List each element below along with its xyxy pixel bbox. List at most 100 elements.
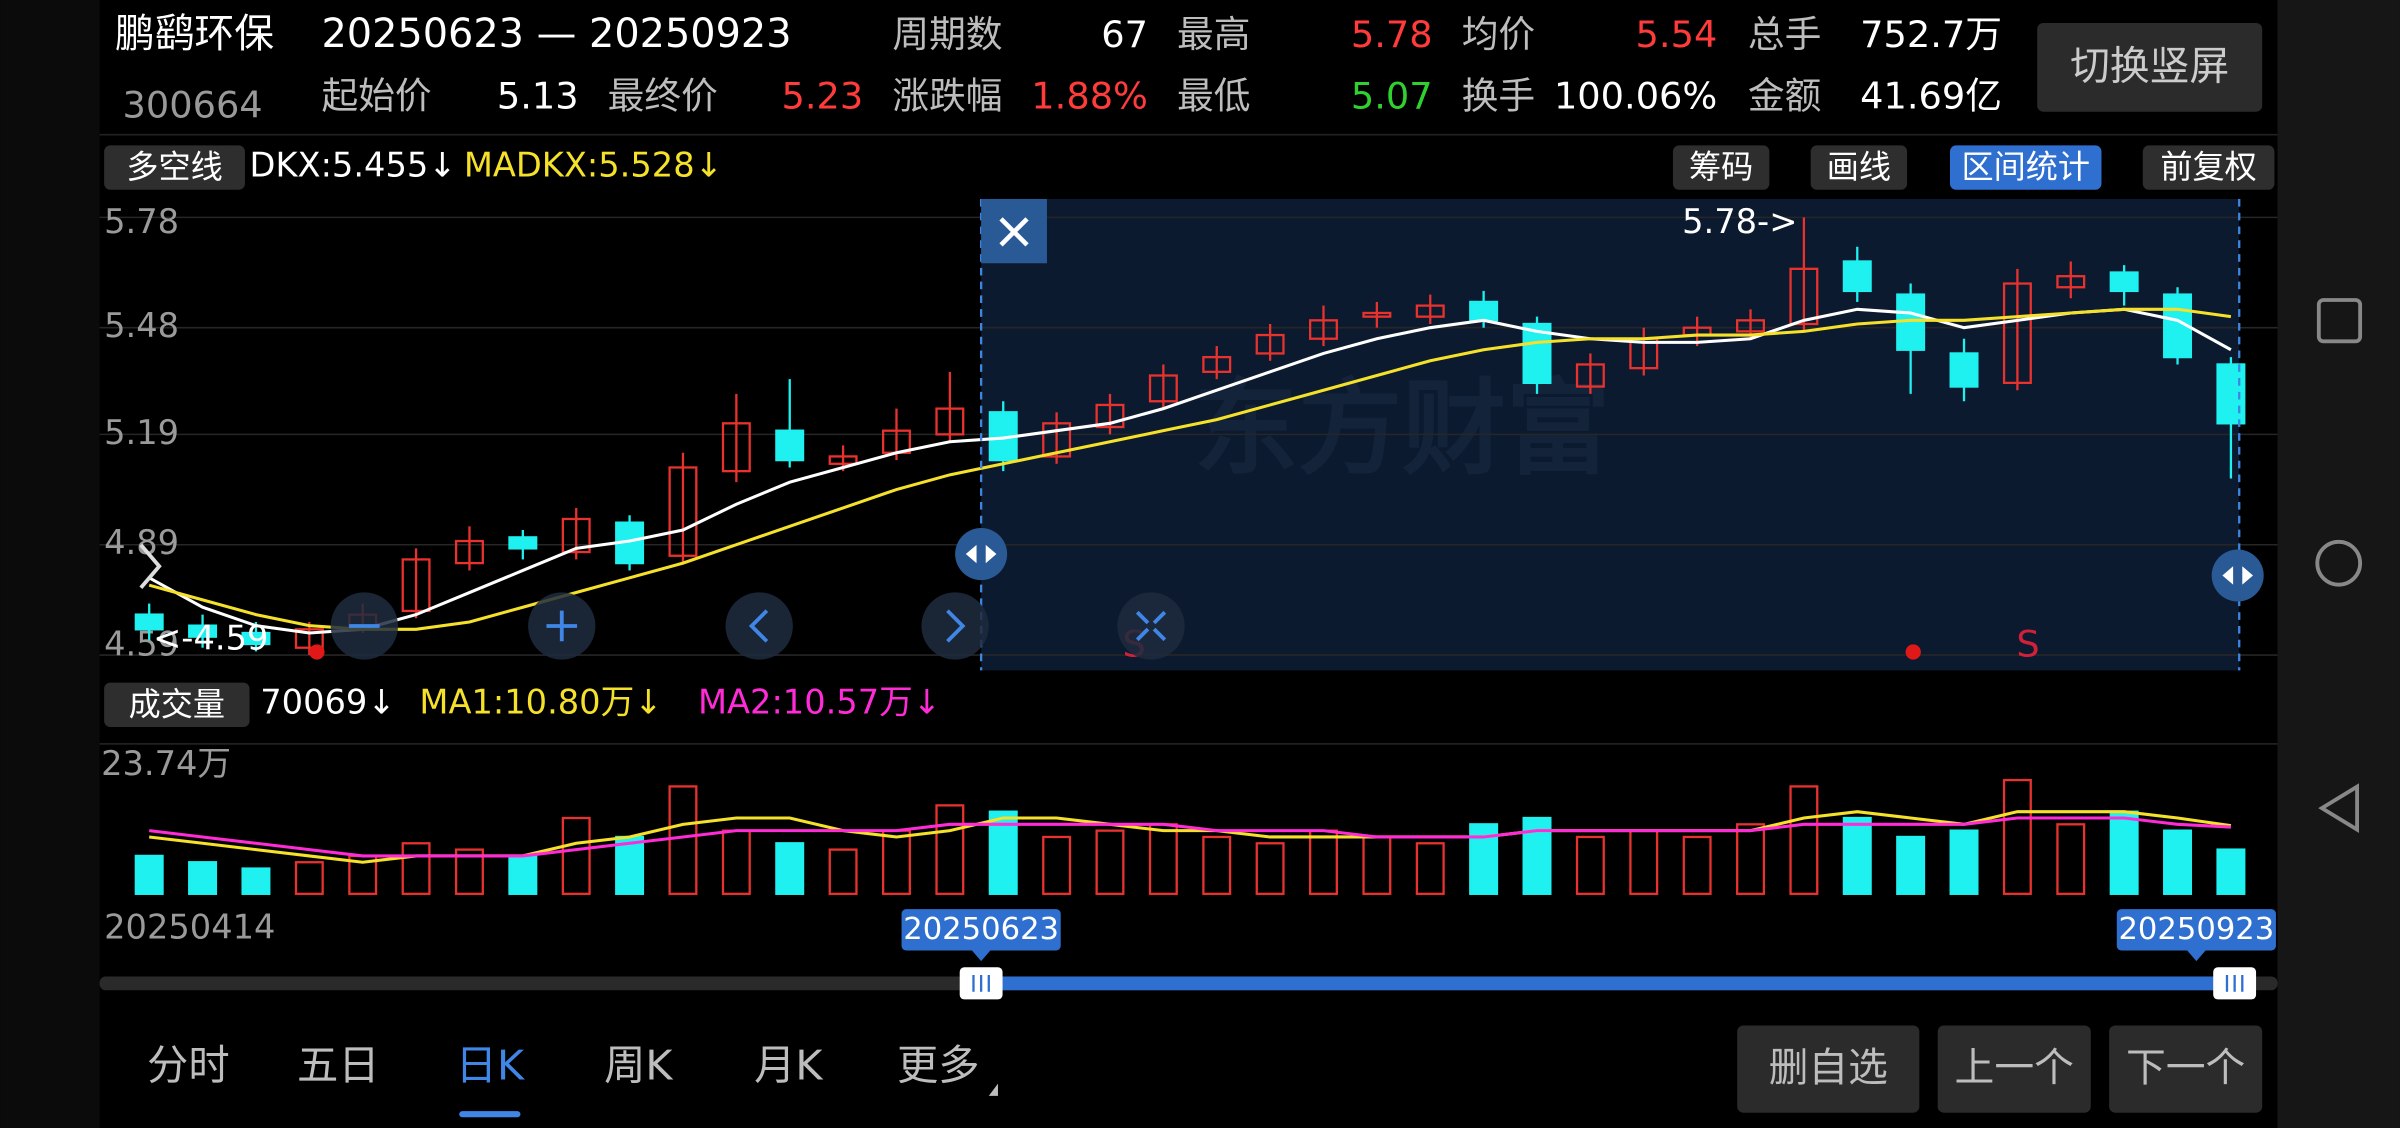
volume-bar: [454, 848, 484, 895]
control-icon[interactable]: [1135, 610, 1167, 642]
volume-bar: [1949, 829, 1979, 895]
volume-bar: [2109, 810, 2139, 895]
switch-button-bg[interactable]: [2037, 22, 2263, 112]
candle-body: [1202, 355, 1232, 373]
volume-bar: [401, 842, 431, 895]
control-icon[interactable]: [946, 609, 966, 643]
toolbar-button-bg[interactable]: [2142, 145, 2275, 190]
tab-underline: [459, 1111, 521, 1118]
stat-label: 涨跌幅: [892, 74, 1002, 117]
y-tick-label: 23.74万: [101, 744, 231, 783]
range-handle[interactable]: [2211, 549, 2264, 602]
toolbar-button-bg[interactable]: [1949, 145, 2102, 190]
stat-value: 5.23: [782, 74, 864, 117]
action-button[interactable]: 上一个: [1955, 1045, 2074, 1091]
stat-value: 1.88%: [1031, 74, 1148, 117]
volume-bar: [508, 854, 538, 895]
candle-body: [188, 624, 218, 638]
control-button[interactable]: [921, 592, 989, 660]
close-icon[interactable]: [999, 217, 1029, 247]
control-icon[interactable]: [748, 609, 769, 643]
volume-bar: [1896, 835, 1926, 895]
volume-bar: [828, 848, 858, 895]
switch-button[interactable]: 切换竖屏: [2070, 43, 2229, 89]
date-badge: [901, 909, 1061, 951]
candle-body: [1469, 300, 1499, 322]
tab[interactable]: 分时: [147, 1041, 230, 1089]
indicator-select[interactable]: 多空线: [126, 148, 222, 186]
toolbar-button[interactable]: 画线: [1827, 148, 1891, 186]
action-button-bg[interactable]: [1737, 1025, 1920, 1113]
candle-body: [1736, 319, 1766, 333]
volume-bar: [1575, 835, 1605, 895]
y-tick-label: 5.48: [104, 306, 179, 345]
nav-recent[interactable]: [2316, 298, 2363, 344]
signal: S: [2016, 622, 2039, 665]
candle-body: [2109, 271, 2139, 293]
candle-body: [1842, 260, 1872, 293]
volume-bar: [2163, 829, 2193, 895]
handle-icon[interactable]: [2222, 566, 2254, 585]
handle-icon[interactable]: [965, 544, 997, 564]
stat-value: 67: [1101, 13, 1148, 56]
candle-body: [1415, 304, 1445, 318]
toolbar-button[interactable]: 区间统计: [1961, 148, 2089, 186]
tab[interactable]: 五日: [297, 1041, 380, 1089]
volume-bar: [1255, 842, 1285, 895]
tab[interactable]: 日K: [456, 1041, 525, 1089]
y-tick-label: 5.78: [104, 202, 179, 241]
control-button[interactable]: [725, 592, 793, 660]
stat-label: 均价: [1462, 13, 1535, 56]
volume-bar: [294, 861, 324, 895]
stat-value: 752.7万: [1860, 13, 2002, 56]
candle-body: [561, 517, 591, 554]
stat-label: 周期数: [892, 13, 1002, 56]
action-button-bg[interactable]: [2109, 1025, 2263, 1113]
volume-bar: [2002, 778, 2032, 895]
candle-body: [1255, 333, 1285, 355]
action-button[interactable]: 下一个: [2126, 1045, 2245, 1091]
slider-range[interactable]: [981, 976, 2237, 991]
expand-arrow[interactable]: [139, 543, 162, 589]
stat-label: 起始价: [321, 74, 431, 117]
volume-bar: [1415, 842, 1445, 895]
volume-bar: [1202, 835, 1232, 895]
tab[interactable]: 周K: [604, 1041, 673, 1089]
control-icon[interactable]: [546, 610, 578, 642]
volume-bar: [1309, 829, 1338, 895]
volume-bar: [1789, 785, 1819, 895]
stat-label: 金额: [1748, 74, 1821, 117]
ma-line: [149, 816, 2231, 858]
candle-body: [721, 422, 751, 473]
candle-body: [1362, 311, 1392, 318]
candle-body: [1148, 374, 1178, 403]
candle-body: [2056, 275, 2086, 289]
volume-bar: [2056, 823, 2086, 895]
candle-body: [668, 466, 698, 557]
nav-back[interactable]: [2318, 783, 2359, 833]
volume-bar: [241, 867, 271, 895]
action-button-bg[interactable]: [1937, 1025, 2091, 1113]
toolbar-button[interactable]: 前复权: [2160, 148, 2256, 186]
candle-body: [241, 631, 271, 646]
candle-body: [1949, 352, 1979, 388]
nav-home[interactable]: [2315, 539, 2363, 587]
volume-select-bg[interactable]: [104, 682, 250, 728]
toolbar-button-bg[interactable]: [1672, 145, 1770, 190]
volume-select[interactable]: 成交量: [129, 685, 225, 723]
volume-bar: [1682, 835, 1712, 895]
volume-bar: [1736, 823, 1766, 895]
indicator-select-bg[interactable]: [104, 145, 245, 190]
y-tick-label: 4.59: [104, 624, 179, 663]
watermark: 东方财富: [1194, 368, 1610, 490]
control-button[interactable]: [1117, 592, 1185, 660]
legend: MADKX:5.528↓: [464, 145, 723, 184]
range-handle[interactable]: [955, 528, 1008, 581]
signal-dot: [1905, 644, 1921, 660]
toolbar-button-bg[interactable]: [1810, 145, 1908, 190]
tab[interactable]: 更多: [897, 1041, 980, 1089]
candle-body: [134, 613, 164, 631]
tab[interactable]: 月K: [754, 1041, 823, 1089]
action-button[interactable]: 删自选: [1769, 1045, 1888, 1091]
toolbar-button[interactable]: 筹码: [1689, 148, 1753, 186]
